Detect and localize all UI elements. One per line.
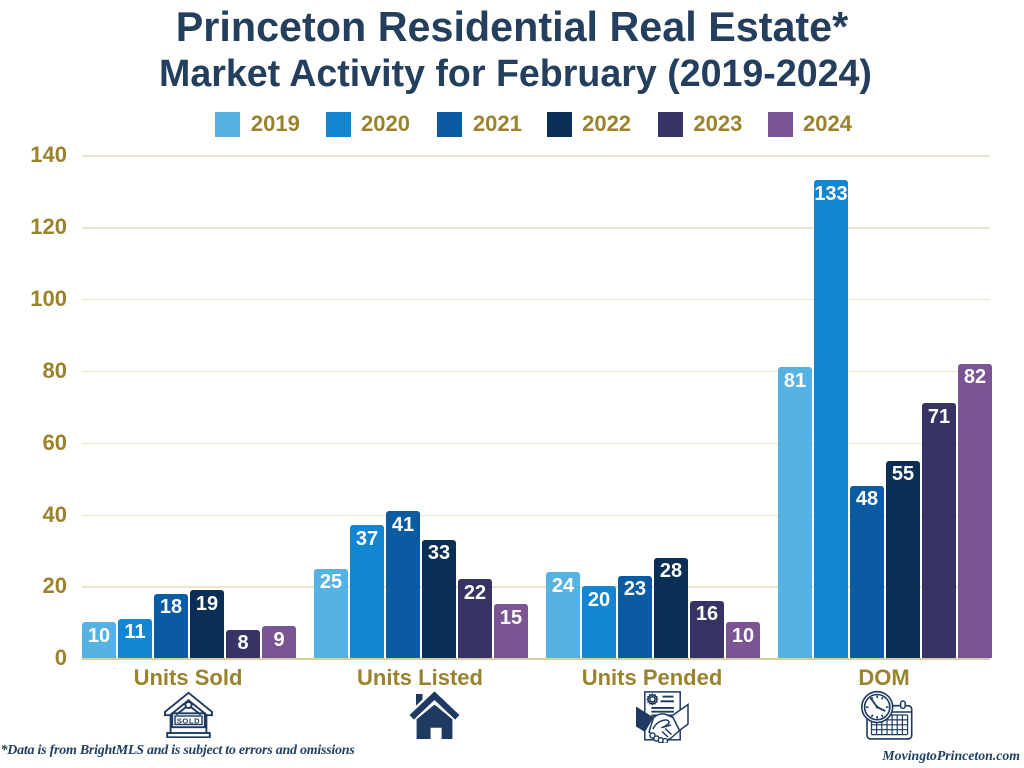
svg-text:SOLD: SOLD [177, 716, 201, 725]
